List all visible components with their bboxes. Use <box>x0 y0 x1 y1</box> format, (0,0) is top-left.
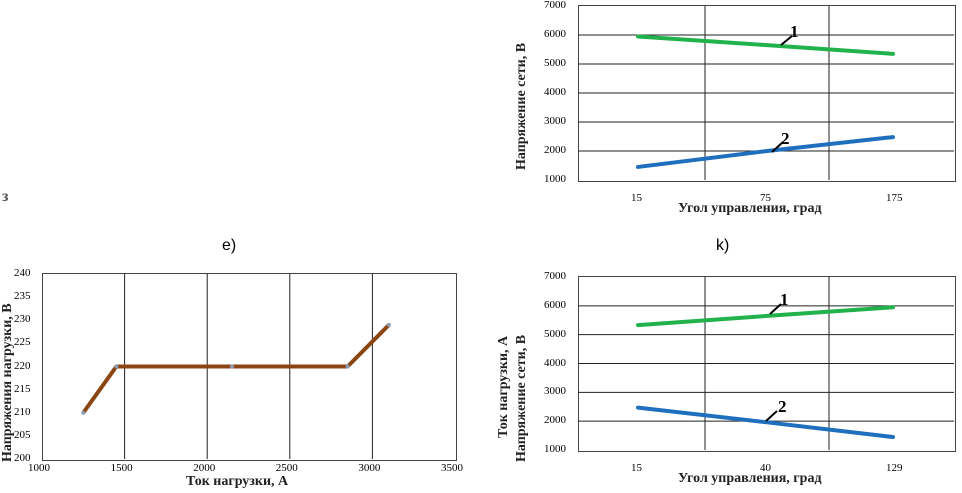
x-tick-label: 2500 <box>275 462 298 474</box>
y-tick-label: 215 <box>14 382 31 395</box>
data-point <box>114 364 119 369</box>
data-point <box>345 364 350 369</box>
y-tick-label: 4000 <box>544 86 566 98</box>
x-tick-label: 3000 <box>358 462 381 474</box>
x-axis-label: Угол управления, град <box>678 201 822 216</box>
x-tick-label: 3500 <box>441 462 463 474</box>
y-tick-label: 2000 <box>544 144 566 156</box>
series-line-1 <box>636 305 895 328</box>
y-tick-label: 240 <box>14 267 31 279</box>
x-tick-label: 1000 <box>28 462 50 474</box>
series-2-pointer <box>765 410 778 422</box>
data-point <box>386 322 391 327</box>
x-tick-label: 40 <box>760 462 771 474</box>
y-tick-label: 225 <box>14 336 31 349</box>
x-tick-label: 15 <box>631 462 642 474</box>
y-tick-label: 1000 <box>544 443 566 455</box>
x-tick-label: 15 <box>631 192 642 204</box>
y-tick-label: 5000 <box>544 327 566 340</box>
series-1-pointer <box>769 303 782 315</box>
data-point <box>229 364 234 369</box>
series-label-2: 2 <box>778 397 787 416</box>
y-axis-label: Ток нагрузки, А <box>496 335 511 438</box>
series-label-1: 1 <box>790 22 799 41</box>
y-tick-label: 3000 <box>544 115 566 127</box>
series-line-2 <box>636 405 895 440</box>
y-tick-label: 6000 <box>544 28 566 40</box>
y-axis-label-2: Напряжение сети, В <box>514 334 529 462</box>
series-line-2 <box>636 135 895 169</box>
y-tick-label: 230 <box>14 313 31 326</box>
y-tick-label: 235 <box>14 290 31 303</box>
series-label-1: 1 <box>780 290 789 309</box>
y-tick-label: 4000 <box>544 356 566 369</box>
y-tick-label: 220 <box>14 359 31 372</box>
y-tick-label: 210 <box>14 405 31 418</box>
series-2-pointer <box>771 141 784 153</box>
series-line-1 <box>636 34 895 56</box>
data-point <box>81 410 86 415</box>
y-tick-label: 2000 <box>544 414 566 427</box>
panel-label-left: е) <box>222 237 237 254</box>
x-axis-label: Ток нагрузки, А <box>186 474 289 489</box>
y-tick-label: 6000 <box>544 298 566 311</box>
y-tick-label: 5000 <box>544 57 566 69</box>
y-tick-label: 3000 <box>544 385 566 398</box>
series-1-pointer <box>780 35 793 46</box>
x-tick-label: 1500 <box>110 462 133 474</box>
x-tick-label: 129 <box>886 462 903 474</box>
series-label-2: 2 <box>781 129 790 148</box>
y-tick-label: 205 <box>14 428 31 441</box>
x-tick-label: 175 <box>886 192 903 204</box>
y-tick-label: 7000 <box>544 0 566 11</box>
x-tick-label: 75 <box>760 192 771 204</box>
x-tick-label: 2000 <box>193 462 216 474</box>
artifact-glyph: з <box>2 188 9 205</box>
y-tick-label: 200 <box>14 452 31 464</box>
y-tick-label: 7000 <box>544 270 566 282</box>
x-axis-label: Угол управления, град <box>678 471 822 486</box>
panel-label-right: k) <box>716 237 730 254</box>
y-tick-label: 1000 <box>544 173 566 185</box>
